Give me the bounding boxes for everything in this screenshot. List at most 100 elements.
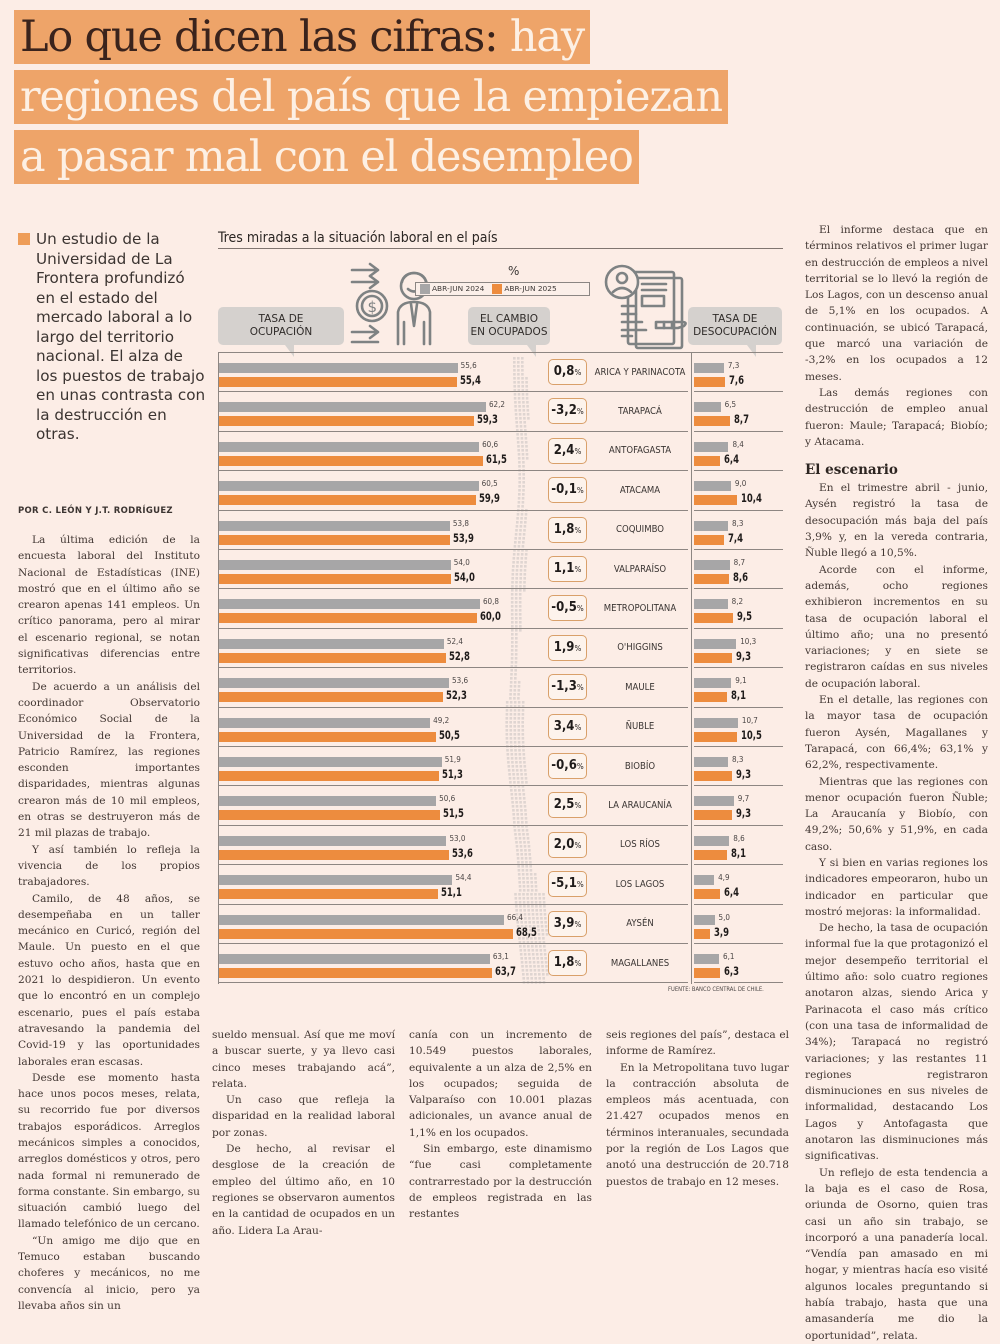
unemployment-bar-2025 xyxy=(694,731,738,742)
regional-chart: 55,6 55,4 0,8% ARICA Y PARINACOTA 7,3 7,… xyxy=(218,352,783,984)
row-separator xyxy=(218,903,688,905)
region-label: METROPOLITANA xyxy=(603,602,677,614)
row-separator xyxy=(218,548,688,550)
legend-swatch-2024 xyxy=(420,284,430,294)
row-separator xyxy=(218,588,688,590)
occupation-value-2025: 52,8 xyxy=(448,648,470,663)
occupation-bar-2025 xyxy=(219,771,440,781)
occupation-value-2025: 54,0 xyxy=(453,570,475,584)
lead-text: Un estudio de la Universidad de La Front… xyxy=(36,230,206,443)
change-value: -0,5 xyxy=(551,600,577,616)
callout-occupation-rate: TASA DE OCUPACIÓN xyxy=(218,307,344,357)
body-column-mid-2: canía con un incremento de 10.549 puesto… xyxy=(409,1027,592,1223)
worker-money-icon: $ xyxy=(350,262,432,346)
change-badge: 3,9% xyxy=(548,910,587,937)
unemployment-value-2025: 7,4 xyxy=(728,530,744,545)
callout-unemployment-line-2: DESOCUPACIÓN xyxy=(693,326,777,338)
row-separator xyxy=(694,430,783,432)
occupation-bar-2024 xyxy=(219,954,490,964)
paragraph: Sin embargo, este dinamismo “fue casi co… xyxy=(409,1143,592,1221)
change-value: -1,3 xyxy=(551,679,577,695)
legend-label-2024: ABR-JUN 2024 xyxy=(432,284,485,293)
change-badge: -5,1% xyxy=(548,871,587,898)
body-column-right: El informe destaca que en términos relat… xyxy=(805,222,988,1344)
row-separator xyxy=(694,391,783,393)
occupation-bar-2024 xyxy=(219,599,480,610)
row-separator xyxy=(218,627,688,629)
unemployment-value-2025: 6,3 xyxy=(723,964,739,978)
occupation-value-2024: 50,6 xyxy=(439,794,456,804)
percent-sign: % xyxy=(574,643,582,653)
row-separator xyxy=(694,903,783,905)
paragraph: Desde ese momento hasta hace unos pocos … xyxy=(18,1071,200,1231)
unemployment-bar-2025 xyxy=(694,455,721,466)
row-separator xyxy=(694,667,783,669)
occupation-value-2024: 54,0 xyxy=(453,558,470,567)
infographic-title: Tres miradas a la situación laboral en e… xyxy=(218,228,783,249)
paragraph: canía con un incremento de 10.549 puesto… xyxy=(409,1029,592,1139)
region-label: O'HIGGINS xyxy=(617,642,663,654)
resume-document-icon xyxy=(604,264,687,350)
change-badge: -1,3% xyxy=(548,674,587,701)
paragraph: La última edición de la encuesta laboral… xyxy=(18,534,200,677)
row-separator xyxy=(218,745,688,747)
occupation-bar-2024 xyxy=(219,402,486,413)
row-separator xyxy=(218,942,688,944)
occupation-bar-2025 xyxy=(219,574,451,584)
paragraph: Mientras que las regiones con menor ocup… xyxy=(805,775,988,853)
unemployment-bar-2025 xyxy=(694,495,737,506)
unemployment-bar-2024 xyxy=(694,954,719,964)
paragraph: En el trimestre abril - junio, Aysén reg… xyxy=(805,482,988,560)
unemployment-value-2024: 10,7 xyxy=(741,715,758,725)
occupation-bar-2024 xyxy=(219,717,431,728)
occupation-bar-2024 xyxy=(219,875,453,886)
region-row: 52,4 52,8 1,9% O'HIGGINS 10,3 9,3 xyxy=(218,629,783,669)
row-separator xyxy=(218,509,688,511)
region-label: LOS LAGOS xyxy=(615,878,665,890)
row-separator xyxy=(218,430,688,432)
region-label: ARICA Y PARINACOTA xyxy=(594,366,686,378)
unemployment-bar-2025 xyxy=(694,613,733,624)
occupation-value-2024: 60,5 xyxy=(481,479,498,489)
unemployment-value-2024: 8,3 xyxy=(732,518,744,528)
unemployment-value-2024: 8,3 xyxy=(732,755,744,764)
callout-unemployment-rate: TASA DE DESOCUPACIÓN xyxy=(688,307,782,357)
percent-sign: % xyxy=(574,368,582,377)
unemployment-value-2025: 6,4 xyxy=(724,885,740,900)
unemployment-bar-2024 xyxy=(694,638,737,649)
occupation-value-2024: 53,8 xyxy=(452,518,469,528)
unemployment-bar-2025 xyxy=(694,771,733,781)
change-badge: 2,0% xyxy=(548,831,587,858)
unemployment-value-2025: 9,3 xyxy=(736,648,752,663)
unemployment-bar-2024 xyxy=(694,363,724,373)
unemployment-bar-2024 xyxy=(694,481,731,492)
svg-text:$: $ xyxy=(368,298,378,316)
paragraph: Y así también lo refleja la vivencia de … xyxy=(18,843,200,889)
occupation-bar-2025 xyxy=(219,692,444,703)
paragraph: “Un amigo me dijo que en Temuco estaban … xyxy=(18,1234,200,1312)
unemployment-bar-2025 xyxy=(694,416,730,427)
unemployment-value-2025: 3,9 xyxy=(713,924,730,939)
change-value: 1,9 xyxy=(553,639,575,655)
occupation-value-2024: 55,6 xyxy=(460,361,477,370)
percent-sign: % xyxy=(574,525,582,535)
body-right-part-1: El informe destaca que en términos relat… xyxy=(805,222,988,450)
occupation-value-2025: 61,5 xyxy=(485,451,507,466)
occupation-bar-2025 xyxy=(219,889,439,900)
region-label: MAGALLANES xyxy=(610,957,670,969)
change-value: 1,8 xyxy=(553,955,575,970)
unemployment-value-2024: 10,3 xyxy=(740,636,757,646)
unemployment-bar-2025 xyxy=(694,810,733,821)
occupation-value-2024: 60,6 xyxy=(482,439,499,449)
occupation-bar-2025 xyxy=(219,495,477,506)
region-row: 53,8 53,9 1,8% COQUIMBO 8,3 7,4 xyxy=(218,511,783,550)
region-row: 51,9 51,3 -0,6% BIOBÍO 8,3 9,3 xyxy=(218,747,783,787)
legend: ABR-JUN 2024 ABR-JUN 2025 xyxy=(415,282,590,296)
unemployment-value-2024: 9,1 xyxy=(735,676,747,686)
unemployment-value-2024: 8,6 xyxy=(733,833,745,843)
unemployment-value-2025: 9,5 xyxy=(736,609,752,624)
occupation-value-2025: 68,5 xyxy=(516,924,537,939)
unemployment-bar-2025 xyxy=(694,849,728,860)
change-value: -3,2 xyxy=(551,403,577,419)
occupation-value-2025: 53,6 xyxy=(452,845,473,860)
